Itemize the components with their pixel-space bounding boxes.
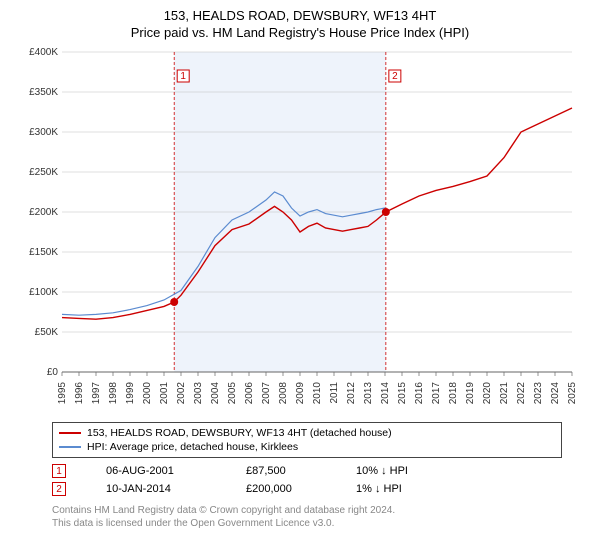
svg-text:2010: 2010	[312, 382, 323, 405]
svg-text:2015: 2015	[397, 382, 408, 405]
svg-text:2021: 2021	[499, 382, 510, 405]
svg-text:1999: 1999	[125, 382, 136, 405]
svg-text:2009: 2009	[295, 382, 306, 405]
svg-text:£50K: £50K	[35, 327, 59, 338]
svg-text:£350K: £350K	[29, 87, 58, 98]
svg-text:2000: 2000	[142, 382, 153, 405]
svg-text:2019: 2019	[465, 382, 476, 405]
svg-text:£100K: £100K	[29, 287, 58, 298]
marker-price: £87,500	[246, 465, 316, 477]
marker-row: 1 06-AUG-2001 £87,500 10% ↓ HPI	[52, 462, 580, 480]
chart-svg: £0 £50K £100K £150K £200K £250K £300K £350K £400…	[20, 46, 580, 416]
page-title-line2: Price paid vs. HM Land Registry's House …	[0, 23, 600, 46]
svg-text:£400K: £400K	[29, 47, 58, 58]
legend-label: HPI: Average price, detached house, Kirk…	[87, 441, 298, 453]
svg-text:2004: 2004	[210, 382, 221, 405]
svg-text:1996: 1996	[74, 382, 85, 405]
svg-text:2: 2	[392, 71, 398, 82]
svg-text:2023: 2023	[533, 382, 544, 405]
svg-text:2006: 2006	[244, 382, 255, 405]
svg-text:2012: 2012	[346, 382, 357, 405]
svg-text:2016: 2016	[414, 382, 425, 405]
marker-date: 10-JAN-2014	[106, 483, 206, 495]
legend-swatch	[59, 446, 81, 448]
price-chart: £0 £50K £100K £150K £200K £250K £300K £350K £400…	[20, 46, 580, 416]
marker-annotations: 1 06-AUG-2001 £87,500 10% ↓ HPI 2 10-JAN-2014…	[52, 462, 580, 498]
svg-text:£150K: £150K	[29, 247, 58, 258]
marker-badge: 1	[52, 464, 66, 478]
page-title-line1: 153, HEALDS ROAD, DEWSBURY, WF13 4HT	[0, 0, 600, 23]
marker-delta: 1% ↓ HPI	[356, 483, 436, 495]
svg-text:2022: 2022	[516, 382, 527, 405]
svg-text:2007: 2007	[261, 382, 272, 405]
svg-text:2024: 2024	[550, 382, 561, 405]
legend: 153, HEALDS ROAD, DEWSBURY, WF13 4HT (de…	[52, 422, 562, 458]
svg-text:2003: 2003	[193, 382, 204, 405]
svg-text:2008: 2008	[278, 382, 289, 405]
marker-badge: 2	[52, 482, 66, 496]
marker-date: 06-AUG-2001	[106, 465, 206, 477]
svg-text:£200K: £200K	[29, 207, 58, 218]
svg-text:2001: 2001	[159, 382, 170, 405]
footer-line1: Contains HM Land Registry data © Crown c…	[52, 504, 580, 517]
svg-text:2018: 2018	[448, 382, 459, 405]
footer-line2: This data is licensed under the Open Gov…	[52, 517, 580, 530]
svg-text:£250K: £250K	[29, 167, 58, 178]
svg-text:2013: 2013	[363, 382, 374, 405]
footer-attribution: Contains HM Land Registry data © Crown c…	[52, 504, 580, 530]
legend-label: 153, HEALDS ROAD, DEWSBURY, WF13 4HT (de…	[87, 427, 392, 439]
marker-price: £200,000	[246, 483, 316, 495]
svg-text:1998: 1998	[108, 382, 119, 405]
svg-text:2014: 2014	[380, 382, 391, 405]
svg-text:1995: 1995	[57, 382, 68, 405]
svg-text:1997: 1997	[91, 382, 102, 405]
svg-text:2025: 2025	[567, 382, 578, 405]
marker-row: 2 10-JAN-2014 £200,000 1% ↓ HPI	[52, 480, 580, 498]
svg-text:£0: £0	[47, 367, 59, 378]
legend-item: 153, HEALDS ROAD, DEWSBURY, WF13 4HT (de…	[59, 426, 555, 440]
svg-text:1: 1	[180, 71, 186, 82]
svg-text:2017: 2017	[431, 382, 442, 405]
legend-swatch	[59, 432, 81, 434]
svg-text:£300K: £300K	[29, 127, 58, 138]
marker-delta: 10% ↓ HPI	[356, 465, 436, 477]
svg-text:2011: 2011	[329, 382, 340, 404]
svg-text:2020: 2020	[482, 382, 493, 405]
svg-text:2005: 2005	[227, 382, 238, 405]
legend-item: HPI: Average price, detached house, Kirk…	[59, 440, 555, 454]
svg-text:2002: 2002	[176, 382, 187, 405]
